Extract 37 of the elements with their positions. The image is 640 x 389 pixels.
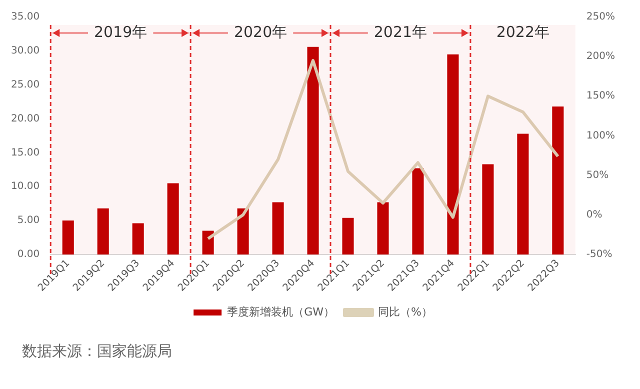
y2-tick-label: 200% [586, 51, 616, 62]
y-tick-label: 30.00 [10, 46, 40, 57]
y2-tick-label: 150% [586, 90, 616, 102]
bar [272, 202, 284, 254]
y2-tick-label: 0% [586, 209, 602, 220]
band-label: 2019年 [94, 22, 148, 41]
bar [342, 218, 354, 254]
y-tick-label: 10.00 [10, 181, 40, 192]
y-tick-label: 0.00 [17, 249, 40, 260]
bar [552, 106, 564, 254]
bar [447, 54, 459, 254]
source-note: 数据来源：国家能源局 [22, 342, 173, 361]
bar [517, 134, 529, 254]
y2-tick-label: -50% [586, 249, 612, 260]
y-tick-label: 25.00 [10, 79, 40, 90]
band-label: 2020年 [234, 22, 288, 41]
legend-label: 同比（%） [378, 305, 432, 318]
bar [307, 46, 319, 254]
legend-label: 季度新增装机（GW） [227, 305, 334, 318]
band-label: 2022年 [496, 22, 550, 41]
bar [62, 220, 74, 254]
bar [167, 183, 179, 254]
bar [237, 208, 249, 254]
y-tick-label: 5.00 [17, 215, 40, 226]
bar [132, 223, 144, 254]
y2-tick-label: 50% [586, 170, 609, 181]
y2-tick-label: 250% [586, 12, 616, 23]
bar [482, 164, 494, 254]
bar [97, 208, 109, 254]
bar [377, 202, 389, 254]
y-tick-label: 35.00 [10, 12, 40, 23]
y-tick-label: 15.00 [10, 147, 40, 158]
y2-tick-label: 100% [586, 130, 616, 142]
y-tick-label: 20.00 [10, 113, 40, 124]
band-label: 2021年 [374, 22, 428, 41]
bar [202, 230, 214, 254]
bar [412, 168, 424, 254]
